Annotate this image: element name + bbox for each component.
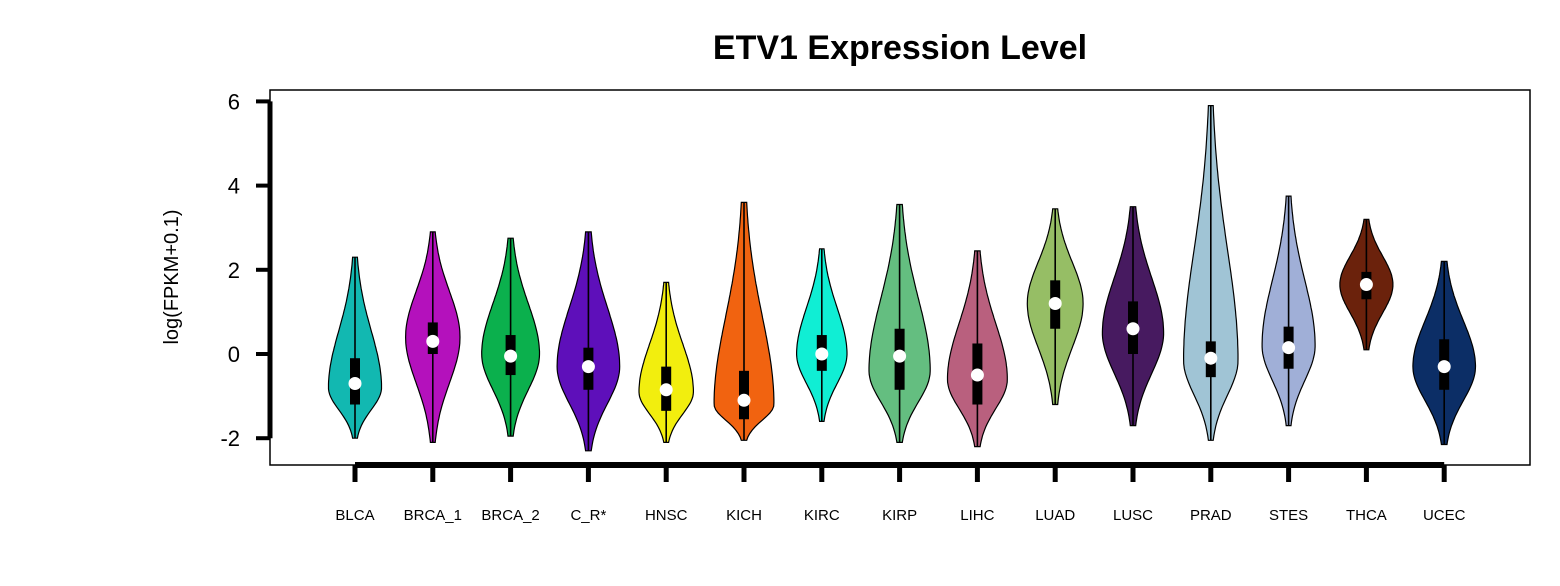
x-tick-label: BRCA_2 xyxy=(481,507,539,524)
violin-brca-1 xyxy=(404,231,461,443)
y-axis-label: log(FPKM+0.1) xyxy=(161,209,183,344)
violin-luad xyxy=(1026,208,1084,406)
violin-median-dot xyxy=(504,349,518,363)
violin-hnsc xyxy=(638,281,694,443)
violin-median-dot xyxy=(1437,360,1451,374)
violin-thca xyxy=(1339,218,1394,351)
chart-title: ETV1 Expression Level xyxy=(713,29,1087,67)
x-tick-label: LUAD xyxy=(1035,507,1075,524)
violin-median-dot xyxy=(348,376,362,390)
y-tick-label: 2 xyxy=(228,258,240,283)
violin-c-r- xyxy=(556,231,621,452)
x-tick-label: THCA xyxy=(1346,507,1387,524)
violin-stes xyxy=(1261,195,1316,427)
x-tick-label: C_R* xyxy=(570,507,606,524)
violin-median-dot xyxy=(970,368,984,382)
x-tick-label: BRCA_1 xyxy=(404,507,462,524)
violin-median-dot xyxy=(426,334,440,348)
violins xyxy=(327,105,1477,452)
violin-median-dot xyxy=(581,360,595,374)
y-tick-label: -2 xyxy=(220,426,240,451)
violin-blca xyxy=(327,256,383,439)
x-tick-label: KIRP xyxy=(882,507,917,524)
violin-median-dot xyxy=(659,383,673,397)
violin-lihc xyxy=(946,250,1008,448)
x-tick-label: BLCA xyxy=(335,507,374,524)
violin-kich xyxy=(713,201,775,441)
violin-median-dot xyxy=(893,349,907,363)
violin-median-dot xyxy=(1204,351,1218,365)
violin-ucec xyxy=(1412,260,1477,446)
violin-median-dot xyxy=(1359,278,1373,292)
x-tick-label: UCEC xyxy=(1423,507,1466,524)
violin-kirp xyxy=(868,203,931,443)
y-tick-label: 6 xyxy=(228,89,240,114)
violin-kirc xyxy=(796,248,848,422)
violin-prad xyxy=(1183,105,1239,441)
violin-median-dot xyxy=(1126,322,1140,336)
violin-brca-2 xyxy=(481,237,541,437)
violin-median-dot xyxy=(815,347,829,361)
x-tick-label: PRAD xyxy=(1190,507,1232,524)
violin-lusc xyxy=(1101,206,1165,427)
y-axis: -2 0 2 4 6 xyxy=(220,89,273,451)
violin-median-dot xyxy=(1282,341,1296,355)
x-axis: BLCA BRCA_1 BRCA_2 C_R* HNSC KICH KIRC KIRP LIHC… xyxy=(335,462,1466,524)
x-tick-label: LUSC xyxy=(1113,507,1153,524)
violin-median-dot xyxy=(737,393,751,407)
y-tick-label: 4 xyxy=(228,174,240,199)
x-tick-label: LIHC xyxy=(960,507,994,524)
violin-median-dot xyxy=(1048,296,1062,310)
y-tick-label: 0 xyxy=(228,342,240,367)
x-tick-label: KIRC xyxy=(804,507,840,524)
x-tick-label: STES xyxy=(1269,507,1308,524)
x-tick-label: KICH xyxy=(726,507,762,524)
x-tick-label: HNSC xyxy=(645,507,688,524)
